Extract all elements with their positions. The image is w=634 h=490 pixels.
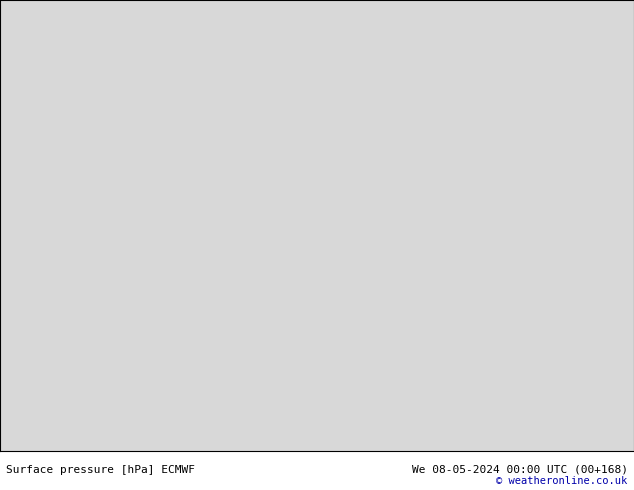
Text: We 08-05-2024 00:00 UTC (00+168): We 08-05-2024 00:00 UTC (00+168) <box>411 465 628 474</box>
Text: Surface pressure [hPa] ECMWF: Surface pressure [hPa] ECMWF <box>6 465 195 474</box>
Text: © weatheronline.co.uk: © weatheronline.co.uk <box>496 476 628 486</box>
